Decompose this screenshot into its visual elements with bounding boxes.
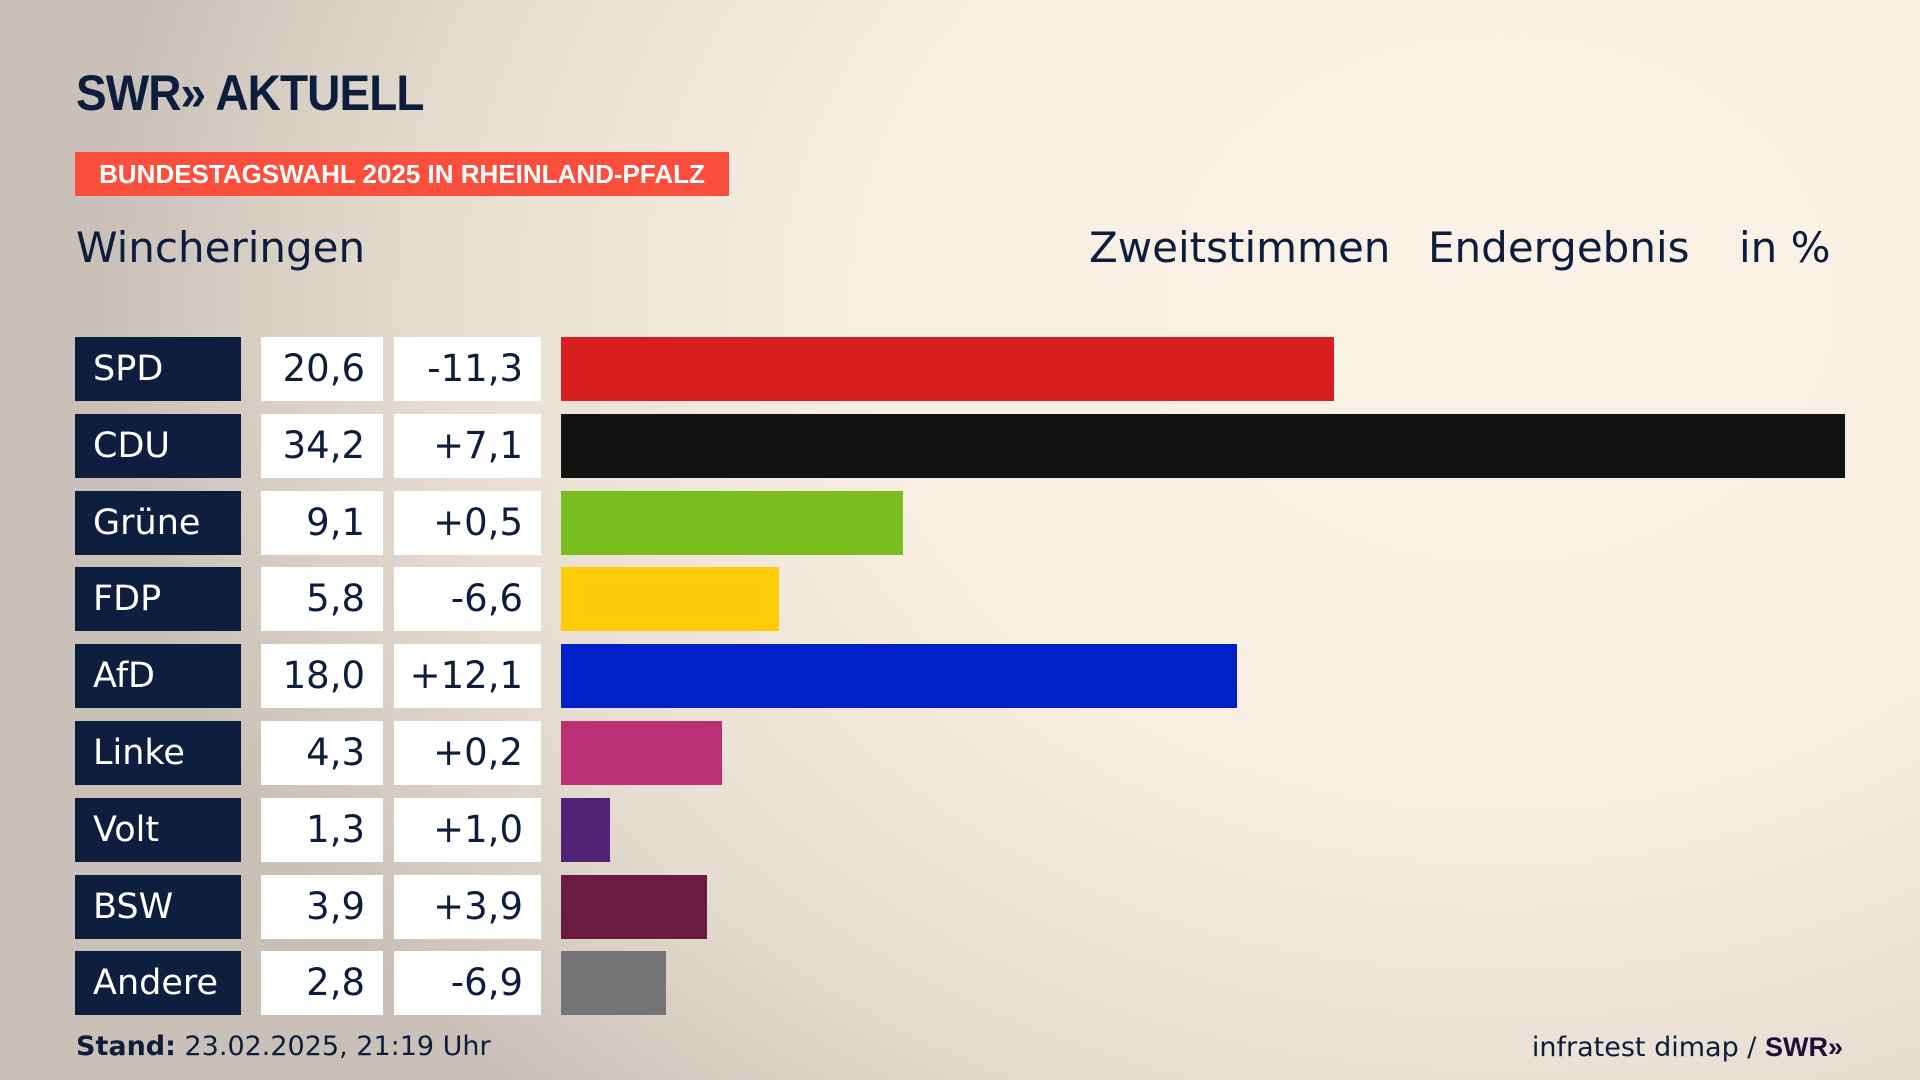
party-label: CDU [75, 413, 241, 478]
diff-label: +0,5 [394, 490, 541, 555]
diff-label: +0,2 [394, 721, 541, 785]
bar-afd [561, 644, 1237, 709]
value-label: 3,9 [261, 874, 383, 939]
vote-type-label: Zweitstimmen [1089, 223, 1391, 272]
party-label: Grüne [75, 490, 241, 555]
party-label: Volt [75, 797, 241, 862]
diff-label: +12,1 [394, 644, 541, 709]
bar-andere [561, 951, 667, 1016]
diff-label: -6,9 [394, 951, 541, 1016]
bar-bsw [561, 874, 708, 939]
party-label: SPD [75, 337, 241, 401]
bar-fdp [561, 567, 779, 632]
value-label: 18,0 [261, 644, 383, 709]
party-label: Andere [75, 951, 241, 1016]
value-label: 2,8 [261, 951, 383, 1016]
party-label: Linke [75, 721, 241, 785]
value-label: 5,8 [261, 567, 383, 632]
value-label: 4,3 [261, 721, 383, 785]
bar-spd [561, 337, 1335, 401]
value-label: 9,1 [261, 490, 383, 555]
party-label: BSW [75, 874, 241, 939]
diff-label: +3,9 [394, 874, 541, 939]
bar-grüne [561, 490, 903, 555]
value-label: 1,3 [261, 797, 383, 862]
bar-cdu [561, 413, 1845, 478]
source-credit: infratest dimap / SWR» [1532, 1030, 1843, 1065]
diff-label: +1,0 [394, 797, 541, 862]
election-banner: BUNDESTAGSWAHL 2025 IN RHEINLAND-PFALZ [75, 152, 729, 196]
diff-label: +7,1 [394, 413, 541, 478]
bar-volt [561, 797, 610, 862]
timestamp: Stand: 23.02.2025, 21:19 Uhr [76, 1030, 491, 1064]
swr-aktuell-logo: SWR» AKTUELL [76, 65, 424, 121]
result-type-label: Endergebnis [1428, 223, 1690, 272]
unit-label: in % [1739, 223, 1831, 272]
diff-label: -6,6 [394, 567, 541, 632]
diff-label: -11,3 [394, 337, 541, 401]
stand-label: Stand: [76, 1031, 176, 1062]
value-label: 20,6 [261, 337, 383, 401]
swr-small-logo: SWR» [1764, 1032, 1843, 1062]
source-text: infratest dimap / [1531, 1032, 1765, 1063]
party-label: FDP [75, 567, 241, 632]
party-label: AfD [75, 644, 241, 709]
region-title: Wincheringen [76, 223, 366, 272]
stand-value: 23.02.2025, 21:19 Uhr [175, 1031, 491, 1062]
bar-linke [561, 721, 723, 785]
value-label: 34,2 [261, 413, 383, 478]
